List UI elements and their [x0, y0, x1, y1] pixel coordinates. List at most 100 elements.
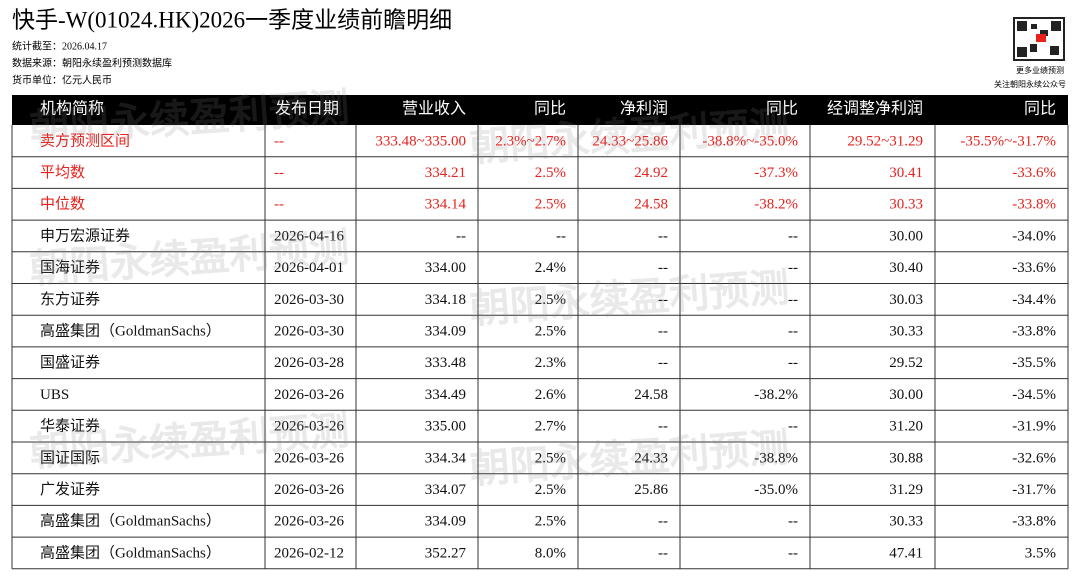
cell: -35.5%	[1012, 355, 1056, 371]
column-header: 同比	[534, 100, 566, 118]
cell: 国证国际	[40, 449, 100, 466]
cell: 334.09	[425, 514, 466, 530]
cell: --	[788, 292, 798, 308]
cell: 2.3%	[535, 355, 566, 371]
cell: --	[658, 228, 668, 244]
cell: 2.5%	[535, 165, 566, 181]
cell: 2.5%	[535, 292, 566, 308]
column-header: 同比	[1024, 100, 1056, 118]
column-header: 同比	[766, 100, 798, 118]
cell: 2026-04-01	[274, 260, 344, 276]
cell: -34.0%	[1012, 228, 1056, 244]
cell: 国海证券	[40, 259, 100, 276]
cell: 24.58	[634, 387, 668, 403]
title: 快手-W(01024.HK)2026一季度业绩前瞻明细	[12, 7, 452, 32]
cell: 2026-03-26	[274, 419, 344, 435]
cell: --	[788, 545, 798, 561]
cell: -35.5%~-31.7%	[960, 133, 1056, 149]
cell: --	[788, 323, 798, 339]
cell: 30.33	[889, 197, 923, 213]
cell: 24.33	[634, 450, 668, 466]
cell: 334.14	[425, 197, 467, 213]
cell: 2026-04-16	[274, 228, 344, 244]
cell: -38.8%~-35.0%	[702, 133, 798, 149]
cell: --	[658, 514, 668, 530]
cell: -37.3%	[754, 165, 798, 181]
cell: -33.6%	[1012, 260, 1056, 276]
cell: 2.7%	[535, 419, 566, 435]
cell: 47.41	[889, 545, 923, 561]
cell: 2.3%~2.7%	[495, 133, 566, 149]
cell: 335.00	[425, 419, 466, 435]
cell: -38.2%	[754, 197, 798, 213]
cell: 24.92	[634, 165, 668, 181]
column-header: 净利润	[620, 100, 668, 118]
cell: 8.0%	[535, 545, 566, 561]
cell: 29.52~31.29	[847, 133, 923, 149]
cell: 2.5%	[535, 482, 566, 498]
cell: --	[456, 228, 466, 244]
cell: 平均数	[40, 164, 85, 181]
cell: -33.8%	[1012, 197, 1056, 213]
meta: 统计截至：2026.04.17	[12, 39, 107, 52]
cell: -38.8%	[754, 450, 798, 466]
cell: --	[788, 419, 798, 435]
cell: 333.48~335.00	[375, 133, 466, 149]
watermark: 朝阳永续盈利预测	[468, 265, 790, 333]
cell: 3.5%	[1025, 545, 1056, 561]
meta: 数据来源：朝阳永续盈利预测数据库	[12, 56, 172, 69]
cell: 中位数	[40, 196, 85, 213]
cell: 华泰证券	[40, 418, 100, 435]
cell: --	[788, 514, 798, 530]
cell: --	[788, 260, 798, 276]
cell: 24.58	[634, 197, 668, 213]
cell: 333.48	[425, 355, 466, 371]
cell: --	[556, 228, 566, 244]
cell: 24.33~25.86	[592, 133, 668, 149]
cell: 334.21	[425, 165, 466, 181]
cell: 2026-02-12	[274, 545, 344, 561]
cell: 2.6%	[535, 387, 566, 403]
cell: -35.0%	[754, 482, 798, 498]
cell: 29.52	[889, 355, 923, 371]
cell: 国盛证券	[40, 354, 100, 371]
cell: --	[274, 197, 284, 213]
cell: --	[658, 355, 668, 371]
cell: -33.8%	[1012, 514, 1056, 530]
cell: 2.4%	[535, 260, 566, 276]
cell: 30.88	[889, 450, 923, 466]
cell: 30.03	[889, 292, 923, 308]
cell: 31.20	[889, 419, 923, 435]
cell: --	[658, 545, 668, 561]
cell: 30.40	[889, 260, 923, 276]
cell: 31.29	[889, 482, 923, 498]
qr-caption: 关注朝阳永续公众号	[994, 79, 1066, 89]
cell: --	[274, 165, 284, 181]
cell: 2026-03-30	[274, 292, 344, 308]
cell: 2026-03-28	[274, 355, 344, 371]
cell: --	[658, 419, 668, 435]
cell: -31.9%	[1012, 419, 1056, 435]
cell: 334.00	[425, 260, 466, 276]
cell: 2026-03-30	[274, 323, 344, 339]
column-header: 经调整净利润	[827, 100, 923, 118]
cell: -33.8%	[1012, 323, 1056, 339]
meta: 货币单位：亿元人民币	[12, 73, 112, 86]
column-header: 机构简称	[40, 100, 104, 118]
cell: 申万宏源证券	[40, 227, 130, 244]
cell: 334.34	[425, 450, 467, 466]
column-header: 营业收入	[402, 100, 466, 118]
cell: --	[274, 133, 284, 149]
cell: 卖方预测区间	[40, 132, 130, 149]
cell: 2026-03-26	[274, 450, 344, 466]
cell: -33.6%	[1012, 165, 1056, 181]
cell: 2.5%	[535, 323, 566, 339]
cell: 2026-03-26	[274, 514, 344, 530]
cell: 334.09	[425, 323, 466, 339]
cell: -31.7%	[1012, 482, 1056, 498]
watermark: 朝阳永续盈利预测	[28, 85, 350, 153]
cell: 352.27	[425, 545, 467, 561]
cell: 334.18	[425, 292, 466, 308]
cell: 30.33	[889, 323, 923, 339]
